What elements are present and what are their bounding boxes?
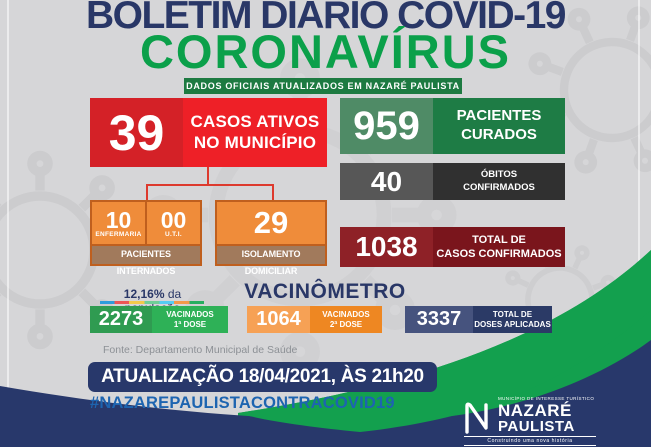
dose2-value: 1064 xyxy=(247,306,310,333)
connector-line xyxy=(272,184,274,200)
logo-banner: Construindo uma nova história xyxy=(464,435,596,446)
hospitalized-box: 10 ENFERMARIA 00 U.T.I. PACIENTES INTERN… xyxy=(90,200,202,276)
cured-value: 959 xyxy=(340,98,433,154)
total-confirmed-label: TOTAL DE CASOS CONFIRMADOS xyxy=(433,227,565,267)
page-title: BOLETIM DIÁRIO COVID-19 xyxy=(85,0,567,37)
frame-line-right xyxy=(638,0,640,392)
population-pct-value: 12,16% xyxy=(123,287,165,301)
dose1-box: 2273 VACINADOS 1ª DOSE xyxy=(90,306,228,333)
icu-value: 00 xyxy=(160,206,187,233)
active-cases-label: CASOS ATIVOS NO MUNICÍPIO xyxy=(183,98,327,167)
logo-name-line2: PAULISTA xyxy=(498,417,575,435)
logo-tagline-top: MUNICÍPIO DE INTERESSE TURÍSTICO xyxy=(498,396,595,401)
official-data-bar: DADOS OFICIAIS ATUALIZADOS EM NAZARÉ PAU… xyxy=(184,78,462,94)
campaign-hashtag: #NAZAREPAULISTACONTRACOVID19 xyxy=(90,394,395,412)
active-cases-value: 39 xyxy=(90,98,183,167)
ward-value: 10 xyxy=(105,206,132,233)
city-logo: MUNICÍPIO DE INTERESSE TURÍSTICO NAZARÉ … xyxy=(464,396,596,447)
isolation-label: ISOLAMENTO DOMICILIAR xyxy=(215,246,327,276)
logo-name-line1: NAZARÉ xyxy=(498,400,572,420)
connector-line xyxy=(207,167,209,185)
total-confirmed-box: 1038 TOTAL DE CASOS CONFIRMADOS xyxy=(340,227,565,267)
isolation-cell: 29 xyxy=(215,200,327,246)
active-cases-box: 39 CASOS ATIVOS NO MUNICÍPIO xyxy=(90,98,327,167)
nazare-logo-mark xyxy=(465,402,488,434)
frame-line-left xyxy=(7,0,9,392)
data-source-text: Fonte: Departamento Municipal de Saúde xyxy=(103,344,298,356)
home-isolation-box: 29 ISOLAMENTO DOMICILIAR xyxy=(215,200,327,276)
hospitalized-icu-cell: 00 U.T.I. xyxy=(147,200,202,246)
vaccinometer-title: VACINÔMETRO xyxy=(244,280,406,303)
total-doses-label: TOTAL DE DOSES APLICADAS xyxy=(473,306,552,333)
icu-label: U.T.I. xyxy=(165,230,182,238)
population-pct-progressbar xyxy=(100,301,204,304)
cured-box: 959 PACIENTES CURADOS xyxy=(340,98,565,154)
connector-line xyxy=(146,184,148,200)
ward-label: ENFERMARIA xyxy=(95,230,142,238)
connector-line xyxy=(146,184,274,186)
total-doses-box: 3337 TOTAL DE DOSES APLICADAS xyxy=(405,306,552,333)
dose1-label: VACINADOS 1ª DOSE xyxy=(152,306,228,333)
dose1-value: 2273 xyxy=(90,306,152,333)
page-subtitle-coronavirus: CORONAVÍRUS xyxy=(139,25,512,78)
dose2-box: 1064 VACINADOS 2ª DOSE xyxy=(247,306,382,333)
total-doses-value: 3337 xyxy=(405,306,473,333)
deaths-label: ÓBITOS CONFIRMADOS xyxy=(433,163,565,200)
isolation-value: 29 xyxy=(253,205,289,240)
deaths-box: 40 ÓBITOS CONFIRMADOS xyxy=(340,163,565,200)
cured-label: PACIENTES CURADOS xyxy=(433,98,565,154)
hospitalized-label: PACIENTES INTERNADOS xyxy=(90,246,202,276)
deaths-value: 40 xyxy=(340,163,433,200)
hospitalized-ward-cell: 10 ENFERMARIA xyxy=(90,200,147,246)
dose2-label: VACINADOS 2ª DOSE xyxy=(310,306,382,333)
total-confirmed-value: 1038 xyxy=(340,227,433,267)
update-timestamp-box: ATUALIZAÇÃO 18/04/2021, ÀS 21h20 xyxy=(88,362,437,392)
